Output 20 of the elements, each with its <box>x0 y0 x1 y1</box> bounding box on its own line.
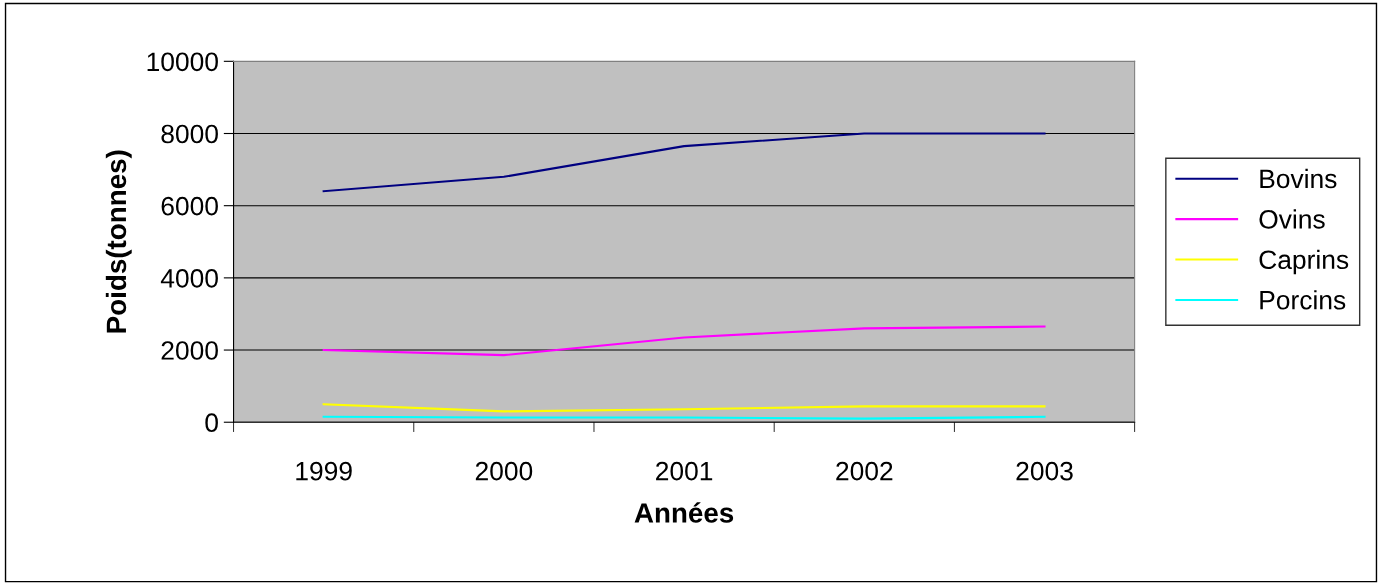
y-tick-label: 2000 <box>161 341 218 360</box>
legend-label: Bovins <box>1260 168 1337 189</box>
y-tick-label: 6000 <box>161 196 218 216</box>
legend-label: Caprins <box>1259 249 1349 275</box>
y-tick-label: 10000 <box>147 52 218 72</box>
x-tick-label: 2003 <box>1016 461 1073 481</box>
legend-label: Ovins <box>1259 209 1325 229</box>
legend-label: Porcins <box>1260 290 1346 310</box>
line-series <box>322 403 1046 413</box>
x-tick-label: 2001 <box>656 461 713 481</box>
x-axis-title: Années <box>634 502 734 523</box>
y-tick-label: 0 <box>205 413 218 433</box>
x-tick-label: 1999 <box>296 461 352 481</box>
y-tick-label: 4000 <box>160 269 218 288</box>
y-tick-label: 8000 <box>161 124 218 144</box>
x-tick-label: 2002 <box>836 461 893 481</box>
x-tick-label: 2000 <box>475 461 533 481</box>
line-series <box>322 325 1046 357</box>
y-axis-title: Poids(tonnes) <box>105 150 132 333</box>
line-series <box>322 132 1046 193</box>
